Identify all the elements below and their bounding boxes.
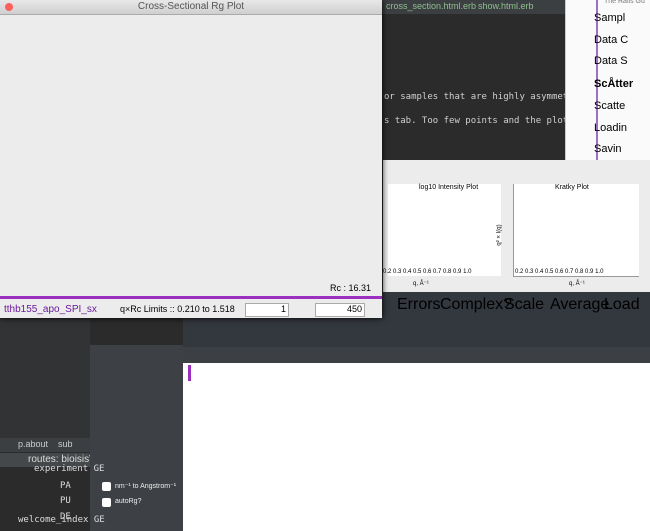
editor: cross_section.html.erb show.html.erb or … [382,0,595,160]
spinner-start[interactable]: 1 [245,303,289,317]
charts [0,0,382,296]
button[interactable]: Load [604,296,640,313]
separator [0,296,382,299]
x-label: q, Å⁻¹ [569,281,585,287]
sidebar-item[interactable]: Scatte [594,100,626,112]
option-label: autoRg? [115,498,142,505]
plot-area [513,184,639,277]
x-ticks: 0.2 0.3 0.4 0.5 0.6 0.7 0.8 0.9 1.0 [383,269,472,275]
sidebar-item[interactable]: ScÅtter [594,78,634,90]
table [183,347,650,531]
tab[interactable]: sub [58,439,73,449]
code-line: s tab. Too few points and the plot wil [384,116,590,126]
sidebar-rule [596,0,598,160]
row-marker [188,365,191,381]
code-line: DE [60,512,71,522]
code-line: PA [60,481,71,491]
spinner-end[interactable]: 450 [315,303,365,317]
sidebar-header: The Rails Gu [604,0,645,5]
plot-area [388,184,501,276]
sidebar-item[interactable]: Data S [594,55,628,67]
routes-title: routes: bioisisV2 [28,454,102,465]
button[interactable]: Scale [504,296,545,313]
tab[interactable]: show.html.erb [478,1,534,11]
plot-title: Kratky Plot [555,184,589,191]
code-line: PU [60,496,71,506]
button[interactable]: Average [550,296,610,313]
plot-window: Cross-Sectional Rg Plot Rc : 16.31 tthb1… [0,0,382,318]
code-line: or samples that are highly asymmetric o [384,92,596,102]
code-line: welcome_index GE [18,515,105,525]
tab[interactable]: cross_section.html.erb [386,1,477,11]
sidebar-item[interactable]: Data C [594,34,629,46]
option-label: nm⁻¹ to Angstrom⁻¹ [115,483,177,490]
tab-bar [382,0,565,14]
plot-title: log10 Intensity Plot [419,184,479,191]
checkbox[interactable] [102,498,111,507]
gutter [0,318,90,438]
sidebar: The Rails Gu Sampl Data C Data S ScÅtter Sca… [565,0,650,160]
sidebar-item[interactable]: Sampl [594,12,626,24]
sample-name: tthb155_apo_SPI_sx [4,304,97,315]
table-header [183,347,650,363]
close-button[interactable] [5,3,13,11]
checkbox[interactable] [102,482,111,491]
rc-label: Rc : 16.31 [330,283,372,293]
limits: q×Rc Limits :: 0.210 to 1.518 [120,304,235,314]
x-label: q, Å⁻¹ [413,281,429,287]
title-bar [0,0,382,15]
button[interactable]: Errors [397,296,441,313]
button[interactable]: Complex? [440,296,513,313]
tab[interactable]: p.about [18,439,49,449]
window-title: Cross-Sectional Rg Plot [137,1,245,12]
sidebar-item[interactable]: Loadin [594,122,628,134]
y-label: q² × I(q) [496,224,503,246]
sidebar-item[interactable]: Savin [594,143,622,155]
code-line: experiment GE [34,464,105,474]
side-plots: log10 Intensity Plot Kratky Plot 0.2 0.3… [383,160,650,292]
x-ticks: 0.2 0.3 0.4 0.5 0.6 0.7 0.8 0.9 1.0 [515,269,604,275]
